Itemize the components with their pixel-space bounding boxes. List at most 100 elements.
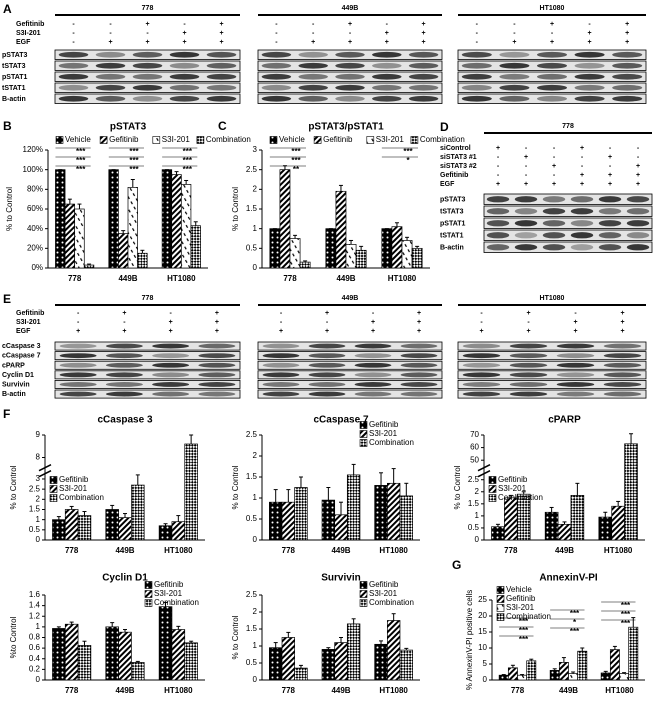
blot-band bbox=[95, 84, 126, 91]
treatment-sign: + bbox=[608, 181, 612, 188]
blot-strip bbox=[457, 360, 647, 370]
significance-label: *** bbox=[76, 165, 86, 174]
blot-band bbox=[536, 51, 568, 58]
blot-band bbox=[603, 372, 642, 378]
blot-band bbox=[95, 62, 126, 69]
blot-band bbox=[542, 232, 566, 239]
bar bbox=[507, 667, 518, 681]
bar bbox=[628, 626, 639, 681]
blot-band bbox=[462, 343, 501, 349]
blot-band bbox=[59, 343, 97, 349]
y-tick-label: 9 bbox=[36, 430, 41, 439]
cell-line-label: 778 bbox=[142, 295, 154, 302]
bar bbox=[269, 501, 283, 541]
y-tick-label: 1.2 bbox=[29, 611, 41, 620]
bar bbox=[374, 485, 388, 541]
x-tick-label: HT1080 bbox=[164, 546, 193, 555]
significance-label: *** bbox=[621, 610, 631, 619]
significance-label: *** bbox=[519, 626, 529, 635]
legend-label: Gefitinib bbox=[498, 475, 528, 484]
blot-band bbox=[542, 196, 566, 203]
treatment-sign: - bbox=[609, 145, 612, 152]
legend-swatch bbox=[488, 494, 497, 502]
blot-band bbox=[261, 62, 292, 69]
blot-band bbox=[335, 62, 365, 69]
bar bbox=[118, 233, 129, 269]
bar bbox=[611, 505, 625, 541]
treatment-sign: + bbox=[215, 319, 219, 326]
x-tick-label: 449B bbox=[331, 686, 350, 695]
y-tick-label: 0 bbox=[253, 675, 258, 684]
bar bbox=[598, 516, 613, 541]
significance-label: *** bbox=[570, 627, 580, 636]
x-tick-label: 449B bbox=[115, 546, 134, 555]
treatment-sign: - bbox=[609, 163, 612, 170]
blot-band bbox=[59, 362, 97, 368]
y-tick-label: 1.6 bbox=[29, 590, 41, 599]
treatment-sign: + bbox=[580, 181, 584, 188]
y-tick-label: 40% bbox=[27, 224, 43, 233]
blot-band bbox=[206, 73, 237, 80]
blot-band bbox=[354, 382, 392, 387]
treatment-sign: + bbox=[325, 310, 329, 317]
blot-band bbox=[514, 220, 538, 227]
blot-band bbox=[603, 362, 642, 368]
blot-band bbox=[372, 73, 402, 80]
bar bbox=[619, 673, 630, 681]
blot-band bbox=[198, 343, 236, 349]
y-tick-label: 5 bbox=[483, 659, 488, 668]
treatment-sign: + bbox=[145, 21, 149, 28]
treatment-sign: + bbox=[348, 39, 352, 46]
bar bbox=[184, 443, 198, 541]
legend-label: S3I-201 bbox=[498, 484, 527, 493]
treatment-sign: - bbox=[280, 310, 283, 317]
treatment-sign: + bbox=[145, 39, 149, 46]
treatment-sign: - bbox=[312, 30, 315, 37]
y-tick-label: 2 bbox=[253, 451, 258, 460]
legend-swatch bbox=[488, 476, 497, 484]
panel-label: F bbox=[3, 407, 10, 421]
chart-title: Survivin bbox=[321, 573, 360, 584]
blot-band bbox=[514, 232, 538, 239]
treatment-sign: + bbox=[573, 319, 577, 326]
treatment-sign: + bbox=[325, 328, 329, 335]
treatment-sign: + bbox=[182, 39, 186, 46]
legend-swatch bbox=[359, 421, 368, 429]
treatment-sign: - bbox=[72, 21, 75, 28]
treatment-label: Gefitinib bbox=[440, 172, 468, 179]
y-axis-label: %to Control bbox=[9, 616, 18, 658]
blot-band bbox=[105, 372, 143, 378]
y-tick-label: 1.5 bbox=[468, 499, 480, 508]
legend-label: Vehicle bbox=[506, 585, 532, 594]
treatment-label: S3I-201 bbox=[16, 319, 41, 326]
legend-label: S3I-201 bbox=[369, 589, 398, 598]
treatment-sign: + bbox=[169, 319, 173, 326]
legend-label: Combination bbox=[498, 493, 543, 502]
protein-label: B-actin bbox=[440, 244, 464, 251]
protein-label: tSTAT3 bbox=[2, 63, 26, 70]
treatment-sign: + bbox=[625, 39, 629, 46]
bar bbox=[386, 482, 401, 541]
y-tick-label: 10 bbox=[478, 643, 487, 652]
blot-band bbox=[400, 382, 438, 387]
treatment-label: Gefitinib bbox=[16, 310, 44, 317]
y-tick-label: 1.5 bbox=[246, 624, 258, 633]
blot-band bbox=[603, 343, 642, 349]
blot-band bbox=[570, 244, 594, 251]
blot-band bbox=[461, 73, 492, 80]
blot-band bbox=[499, 62, 530, 69]
blot-band bbox=[574, 84, 605, 91]
legend-swatch bbox=[144, 581, 153, 589]
blot-band bbox=[58, 95, 89, 102]
legend-label: Vehicle bbox=[65, 135, 91, 144]
blot-strip bbox=[54, 389, 241, 399]
treatment-sign: + bbox=[512, 39, 516, 46]
bar bbox=[281, 637, 296, 681]
treatment-sign: + bbox=[636, 172, 640, 179]
legend-label: Combination bbox=[420, 135, 465, 144]
chart-title: cCaspase 3 bbox=[97, 415, 152, 426]
blot-strip bbox=[457, 389, 647, 399]
y-tick-label: 70 bbox=[470, 430, 479, 439]
panel-label: E bbox=[3, 292, 11, 306]
blot-band bbox=[169, 84, 200, 91]
